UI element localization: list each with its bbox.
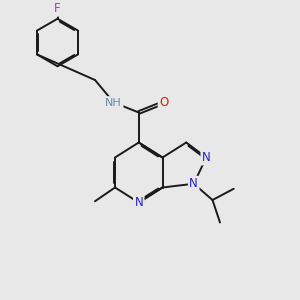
Text: NH: NH bbox=[105, 98, 122, 107]
Text: N: N bbox=[134, 196, 143, 209]
Text: N: N bbox=[202, 151, 211, 164]
Text: O: O bbox=[159, 96, 168, 109]
Text: N: N bbox=[189, 177, 198, 190]
Text: F: F bbox=[54, 2, 61, 15]
